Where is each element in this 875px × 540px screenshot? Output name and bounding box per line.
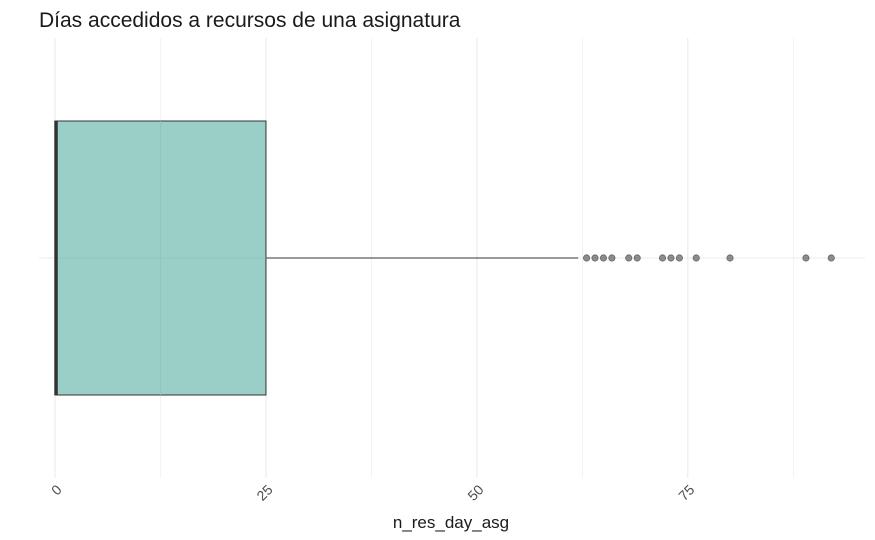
outlier-point: [582, 254, 591, 262]
x-tick-label: 75: [675, 481, 697, 503]
outlier-point: [591, 254, 599, 262]
outlier-point: [675, 254, 683, 262]
outlier-point: [608, 254, 616, 262]
outlier-point: [692, 254, 700, 262]
chart-title: Días accedidos a recursos de una asignat…: [39, 9, 461, 32]
outlier-point: [625, 254, 633, 262]
outlier-point: [658, 254, 667, 262]
x-tick-label: 25: [253, 481, 275, 503]
x-axis-title: n_res_day_asg: [393, 513, 509, 532]
outlier-point: [802, 254, 810, 262]
x-tick-label: 0: [48, 481, 65, 498]
outlier-point: [827, 254, 835, 262]
x-tick-label: 50: [464, 481, 486, 503]
outlier-point: [726, 254, 734, 262]
outlier-point: [599, 254, 608, 262]
outlier-point: [667, 254, 675, 262]
x-axis-ticks: 0 25 50 75: [48, 481, 698, 503]
outliers: [582, 254, 835, 262]
outlier-point: [633, 254, 641, 262]
boxplot: [54, 120, 579, 396]
